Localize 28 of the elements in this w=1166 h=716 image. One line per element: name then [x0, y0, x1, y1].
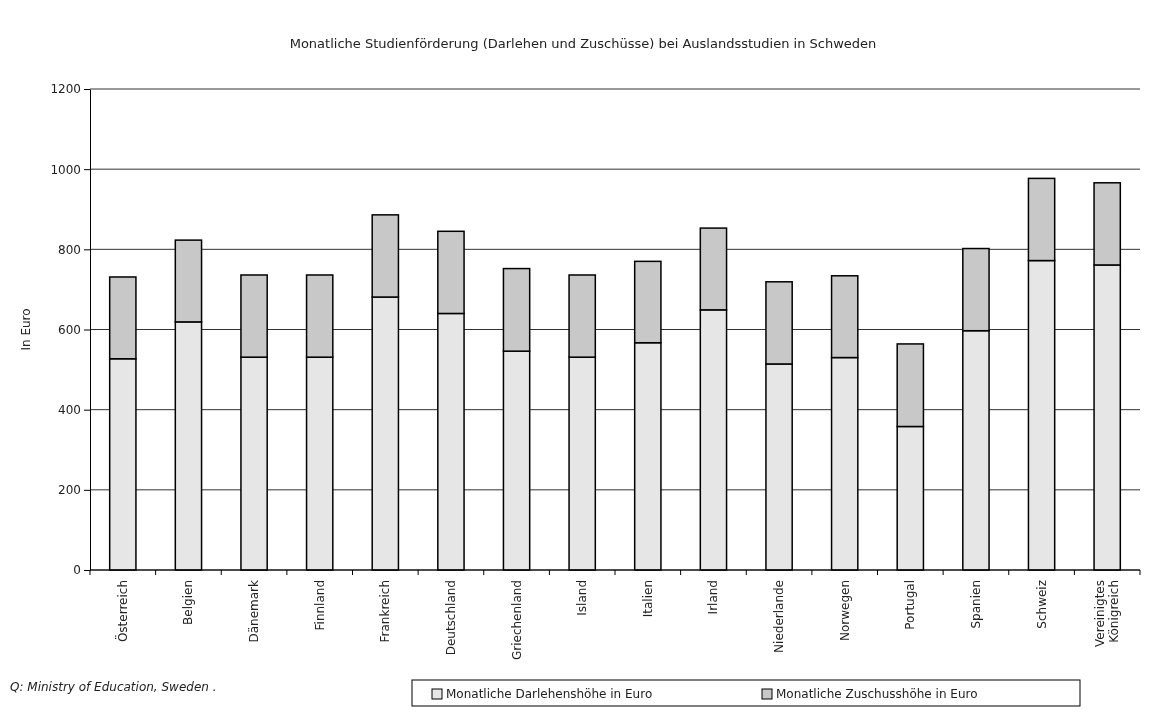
text: Q: Ministry of Education, Sweden . [10, 680, 217, 694]
x-tick-label: Spanien [968, 580, 983, 629]
legend-label: Monatliche Zuschusshöhe in Euro [776, 687, 978, 701]
x-tick-label: Griechenland [509, 580, 524, 661]
x-tick-label: Finnland [312, 580, 327, 631]
x-tick-label: Irland [706, 580, 721, 615]
x-tick-label: Vereinigtes Königreich [1093, 580, 1122, 647]
x-tick-label: Island [575, 580, 590, 616]
x-tick-label: Schweiz [1034, 580, 1049, 629]
y-tick-label: 200 [58, 483, 81, 498]
x-tick-label: Dänemark [247, 579, 262, 643]
x-tick-label: Portugal [903, 580, 918, 630]
x-tick-label: Belgien [181, 580, 196, 625]
x-tick-label: Norwegen [837, 580, 852, 642]
y-tick-label: 800 [58, 242, 81, 257]
y-tick-label: 0 [73, 563, 81, 578]
x-tick-label: Italien [640, 580, 655, 618]
chart-title: Monatliche Studienförderung (Darlehen und Zuschüsse) bei Auslandsstudien in Schweden [289, 36, 877, 51]
y-axis-title: In Euro [19, 308, 33, 351]
legend-label: Monatliche Darlehenshöhe in Euro [446, 687, 653, 701]
x-tick-label: Deutschland [443, 580, 458, 656]
x-tick-label: Niederlande [772, 580, 787, 653]
y-tick-label: 600 [58, 322, 81, 337]
y-tick-label: 1000 [50, 162, 81, 177]
x-tick-label: Österreich [113, 580, 130, 643]
x-tick-label: Frankreich [378, 580, 393, 643]
y-tick-label: 1200 [50, 82, 81, 97]
y-tick-label: 400 [58, 403, 81, 418]
